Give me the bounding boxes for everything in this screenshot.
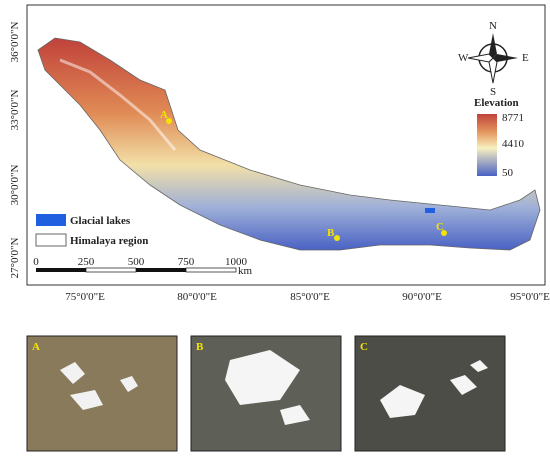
legend-swatch <box>36 214 66 226</box>
compass-label: E <box>522 52 529 64</box>
site-label: C <box>436 221 444 233</box>
panel-c: C <box>354 335 506 452</box>
scale-unit: km <box>238 265 253 277</box>
scale-label: 250 <box>78 256 95 268</box>
lat-label: 36°0'0"N <box>9 22 21 63</box>
elevation-label: 50 <box>502 167 514 179</box>
glacial-lake <box>425 208 435 213</box>
elevation-label: 8771 <box>502 112 524 124</box>
site-label: B <box>327 227 335 239</box>
lat-label: 27°0'0"N <box>9 238 21 279</box>
panel-label: A <box>32 341 40 353</box>
scale-label: 500 <box>128 256 145 268</box>
lon-label: 85°0'0"E <box>290 291 330 303</box>
site-label: A <box>160 109 168 121</box>
panel-label: C <box>360 341 368 353</box>
compass-label: W <box>458 52 469 64</box>
lon-label: 80°0'0"E <box>177 291 217 303</box>
lon-label: 75°0'0"E <box>65 291 105 303</box>
legend-label: Glacial lakes <box>70 215 131 227</box>
compass-label: S <box>490 86 496 98</box>
elevation-label: 4410 <box>502 138 525 150</box>
compass: N S E W <box>458 20 529 98</box>
lon-label: 90°0'0"E <box>402 291 442 303</box>
scale-bar <box>36 267 237 273</box>
scale-label: 750 <box>178 256 195 268</box>
lat-label: 33°0'0"N <box>9 90 21 131</box>
site-marker <box>166 118 172 124</box>
panel-a: A <box>26 335 178 452</box>
legend-label: Himalaya region <box>70 235 148 247</box>
lat-labels: 36°0'0"N 33°0'0"N 30°0'0"N 27°0'0"N <box>9 22 21 279</box>
compass-label: N <box>489 20 497 32</box>
site-marker <box>441 230 447 236</box>
elevation-bar <box>477 114 497 176</box>
elevation-title: Elevation <box>474 97 519 109</box>
panel-label: B <box>196 341 204 353</box>
site-marker <box>334 235 340 241</box>
scale-label: 1000 <box>225 256 248 268</box>
ridge <box>59 58 177 151</box>
himalaya-region <box>37 37 541 251</box>
lat-label: 30°0'0"N <box>9 165 21 206</box>
lon-label: 95°0'0"E <box>510 291 550 303</box>
legend-swatch <box>35 233 67 247</box>
panel-b: B <box>190 335 342 452</box>
scale-label: 0 <box>33 256 39 268</box>
